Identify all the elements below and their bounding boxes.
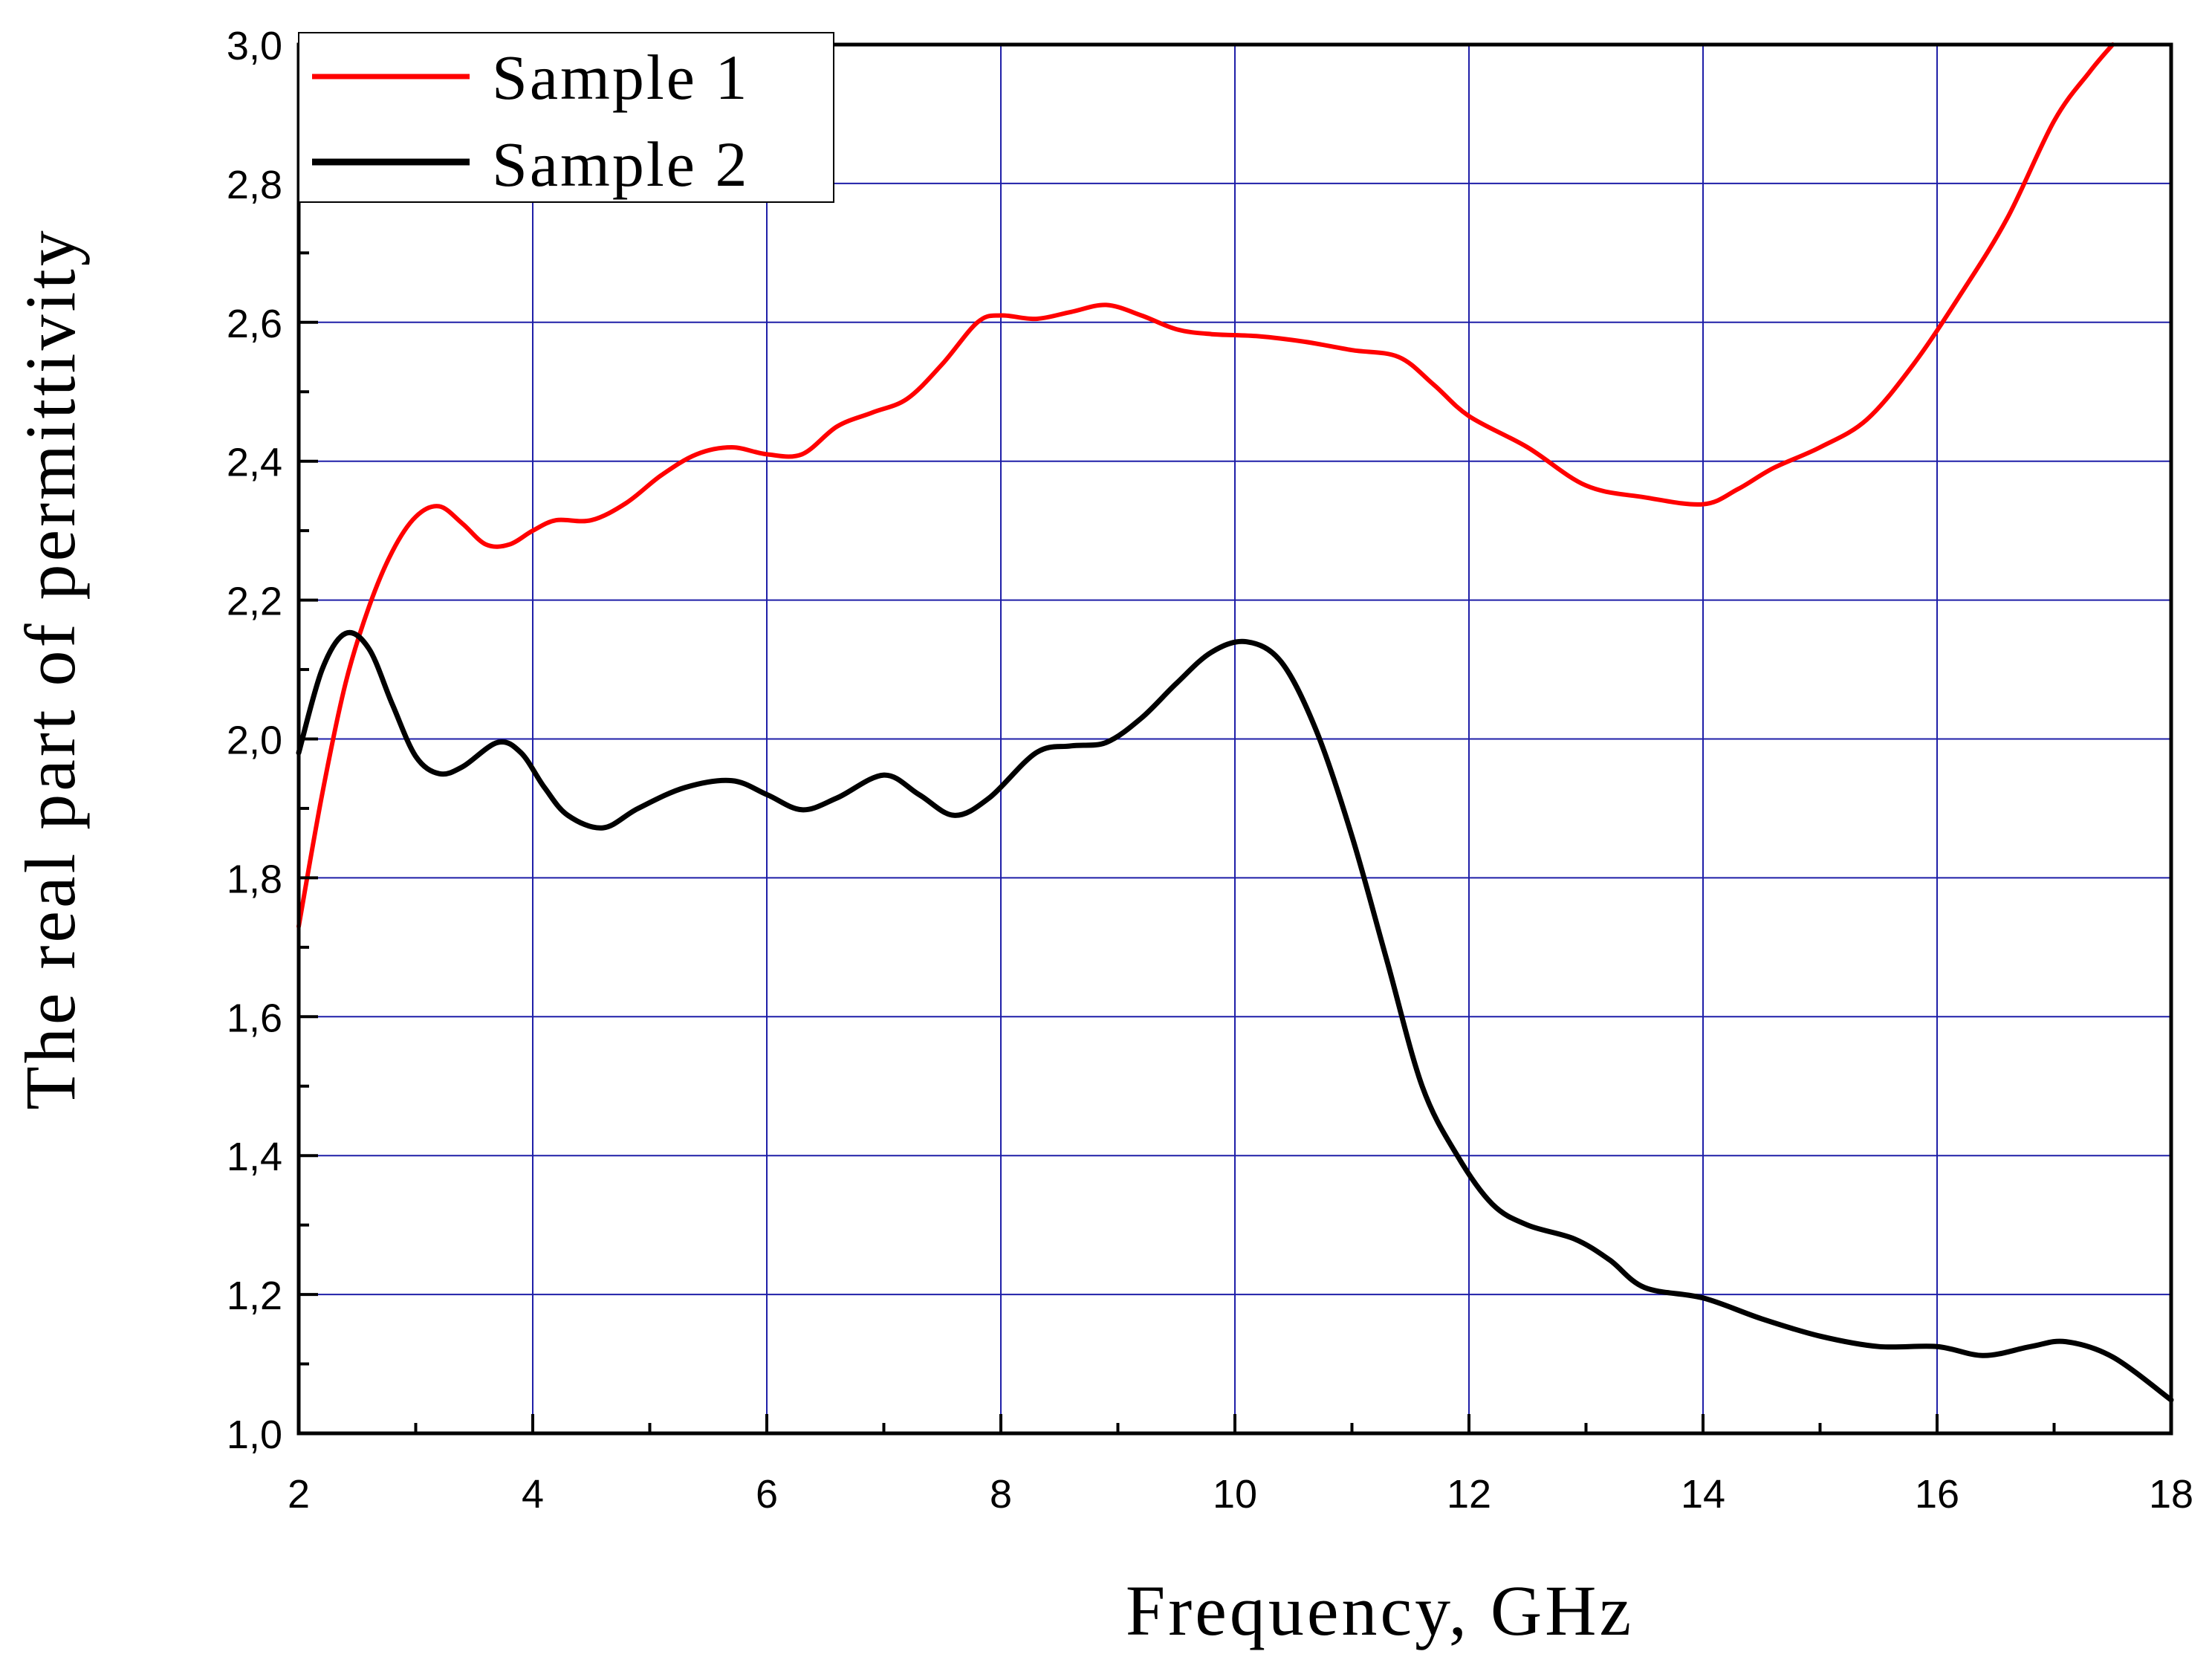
y-tick-label: 2,4 [227,441,282,485]
x-tick-label: 8 [990,1472,1012,1517]
legend-label-sample-2: Sample 2 [492,129,749,200]
x-tick-label: 14 [1681,1472,1725,1517]
legend: Sample 1 Sample 2 [298,32,834,203]
y-tick-label: 1,8 [227,857,282,901]
legend-label-sample-1: Sample 1 [492,42,749,113]
y-tick-label: 2,0 [227,719,282,763]
y-axis-title: The real part of permittivity [10,227,90,1110]
y-tick-label: 1,6 [227,996,282,1040]
series-layer [296,42,2174,1403]
grid-layer [298,44,2172,1434]
y-tick-label: 1,2 [227,1274,282,1318]
series-line-sample-1 [296,42,2115,929]
x-tick-label: 12 [1447,1472,1491,1517]
y-tick-label: 1,0 [227,1413,282,1457]
tick-label-layer: 2 4 6 8 10 12 14 16 18 1,0 1,2 1,4 1,6 1,8 2,0 2,2 2,4 2,… [227,24,2193,1517]
y-tick-label: 2,8 [227,163,282,207]
y-tick-label: 2,2 [227,580,282,624]
x-axis-title: Frequency, GHz [1126,1571,1634,1650]
y-tick-label: 2,6 [227,302,282,346]
x-tick-label: 4 [522,1472,544,1517]
x-tick-label: 16 [1915,1472,1959,1517]
x-tick-label: 2 [288,1472,310,1517]
series-line-sample-2 [296,629,2174,1403]
x-tick-label: 6 [756,1472,778,1517]
x-tick-label: 18 [2149,1472,2193,1517]
y-tick-label: 1,4 [227,1135,282,1179]
y-tick-label: 3,0 [227,24,282,68]
legend-box [298,32,834,203]
x-tick-label: 10 [1213,1472,1257,1517]
